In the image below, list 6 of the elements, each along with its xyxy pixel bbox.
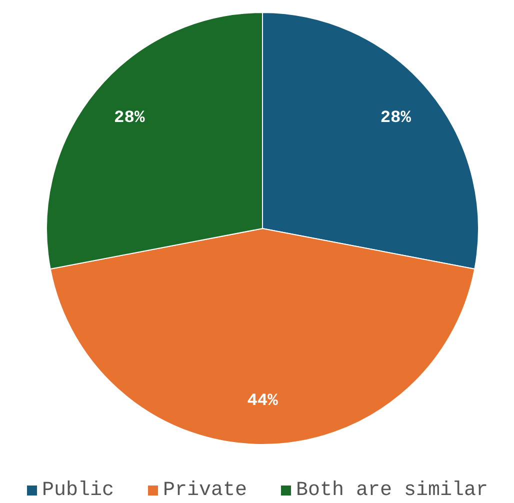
legend-label: Both are similar [296, 479, 488, 502]
data-label: 28% [114, 108, 146, 128]
data-label: 28% [380, 108, 412, 128]
legend-label: Private [163, 479, 248, 502]
data-label: 44% [247, 392, 279, 411]
legend-label: Public [42, 479, 114, 502]
